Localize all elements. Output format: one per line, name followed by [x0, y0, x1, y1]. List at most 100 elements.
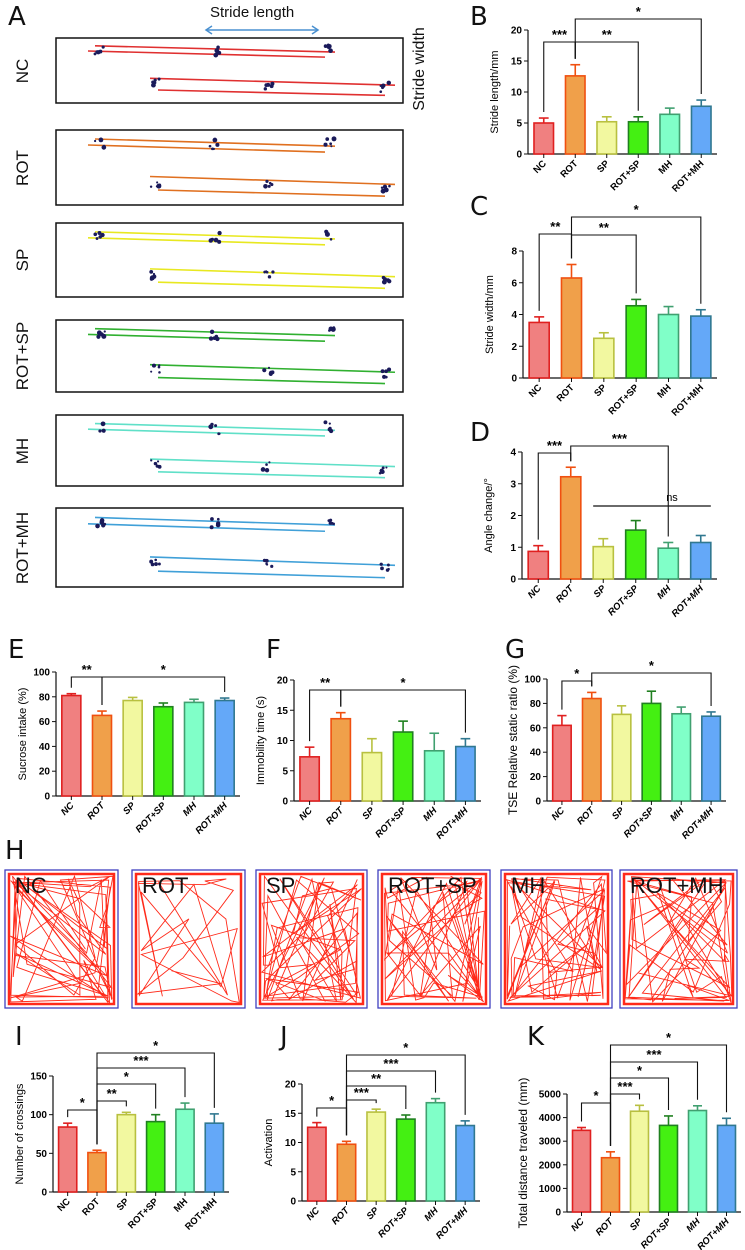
significance-bracket	[96, 1052, 215, 1145]
y-axis-label: Activation	[263, 1119, 275, 1167]
arena-group-label: MH	[511, 873, 546, 898]
bar-rot	[91, 714, 113, 797]
bar-rot	[336, 1143, 357, 1202]
bar-mh	[671, 712, 692, 802]
significance-label: ***	[552, 27, 568, 42]
significance-label: ***	[383, 1056, 399, 1071]
significance-bracket	[591, 672, 712, 706]
y-tick-label: 20	[285, 1080, 297, 1091]
x-tick-label: ROT	[555, 382, 577, 404]
y-tick-label: 0	[516, 150, 522, 161]
bar-sp	[116, 1113, 137, 1193]
bar-rot-mh	[690, 105, 712, 155]
significance-label: ***	[612, 431, 628, 446]
bar-rot-mh	[690, 315, 712, 379]
y-tick-label: 5	[516, 119, 522, 130]
y-tick-label: 20	[39, 767, 51, 778]
panel-letter-a: A	[8, 2, 26, 32]
bar-mh	[425, 1101, 446, 1202]
y-tick-label: 60	[530, 723, 542, 734]
y-tick-label: 40	[530, 748, 542, 759]
significance-label: *	[80, 1095, 86, 1110]
y-axis-label: Angle change/°	[483, 478, 495, 553]
y-tick-label: 20	[277, 676, 289, 687]
y-tick-label: 0	[41, 1188, 47, 1199]
y-tick-label: 3000	[539, 1137, 562, 1148]
x-tick-label: NC	[526, 583, 544, 601]
x-tick-label: SP	[592, 382, 609, 399]
y-tick-label: 5000	[539, 1090, 562, 1101]
significance-label: **	[371, 1071, 382, 1086]
arena-group-label: ROT	[142, 873, 189, 898]
open-field-track-image	[500, 869, 613, 1009]
bar-rot-mh	[204, 1122, 225, 1193]
y-tick-label: 60	[39, 717, 51, 728]
x-tick-label: ROT+SP	[606, 382, 641, 417]
x-tick-label: ROT	[575, 805, 598, 828]
y-tick-label: 5	[282, 766, 288, 777]
open-field-track-image	[131, 869, 246, 1009]
y-tick-label: 5	[290, 1167, 296, 1178]
bar-rot-sp	[641, 702, 662, 802]
arena-group-label: ROT+SP	[388, 873, 477, 898]
y-tick-label: 20	[511, 26, 523, 37]
bar-rot	[560, 277, 583, 379]
x-tick-label: NC	[550, 805, 568, 823]
panel-letter-b: B	[470, 2, 488, 32]
gait-group-label: MH	[13, 437, 32, 464]
chart-i: 0 50 100 150 Number of crossings NC ROT SPROT+S…	[14, 1038, 229, 1233]
x-tick-label: ROT+MH	[193, 800, 230, 837]
y-tick-label: 2	[511, 342, 517, 353]
gait-footprint-image	[55, 507, 404, 588]
bar-nc	[571, 1129, 592, 1213]
significance-label: **	[599, 220, 610, 235]
bar-mh	[659, 113, 681, 155]
bar-rot-mh	[701, 715, 722, 802]
bar-rot	[581, 697, 602, 802]
bar-rot	[559, 475, 582, 580]
significance-label: *	[329, 1093, 335, 1108]
x-tick-label: ROT+MH	[183, 1196, 219, 1232]
x-tick-label: ROT	[80, 1196, 102, 1218]
significance-label: *	[403, 1040, 409, 1055]
significance-label: **	[602, 27, 613, 42]
y-tick-label: 0	[510, 575, 516, 586]
x-tick-label: SP	[610, 805, 627, 822]
x-tick-label: ROT	[554, 583, 577, 606]
bar-nc	[299, 756, 321, 802]
x-tick-label: ROT	[330, 1205, 353, 1228]
bar-rot	[564, 75, 586, 155]
y-tick-label: 100	[33, 668, 50, 679]
x-tick-label: ROT+MH	[670, 583, 707, 620]
significance-bracket	[345, 1054, 466, 1136]
significance-label: *	[637, 1063, 643, 1078]
panel-letter-h: H	[5, 836, 25, 866]
bar-nc	[306, 1126, 327, 1202]
panel-letter-c: C	[470, 192, 489, 222]
y-tick-label: 0	[282, 797, 288, 808]
significance-label: *	[153, 1038, 159, 1053]
stride-length-header: Stride length	[210, 4, 295, 21]
bar-rot-mh	[455, 1124, 476, 1202]
open-field-track-image	[255, 869, 368, 1009]
x-tick-label: MH	[421, 805, 440, 824]
bar-rot-mh	[689, 541, 712, 580]
y-tick-label: 0	[535, 797, 541, 808]
y-tick-label: 100	[524, 675, 541, 686]
open-field-track-image	[377, 869, 491, 1009]
x-tick-label: ROT+SP	[606, 583, 641, 618]
x-tick-label: ROT+SP	[126, 1196, 161, 1231]
significance-label: **	[320, 675, 331, 690]
x-tick-label: NC	[304, 1205, 322, 1223]
y-tick-label: 15	[285, 1109, 297, 1120]
y-tick-label: 10	[285, 1138, 297, 1149]
chart-f: 0 5 10 15 20 Immobility time (s) NC ROT SPROT+SP…	[255, 675, 481, 842]
bar-rot-sp	[624, 529, 647, 580]
significance-label: **	[82, 662, 93, 677]
x-tick-label: MH	[655, 583, 674, 602]
bar-nc	[57, 1126, 78, 1193]
x-tick-label: MH	[172, 1196, 190, 1214]
significance-bracket	[340, 689, 466, 733]
